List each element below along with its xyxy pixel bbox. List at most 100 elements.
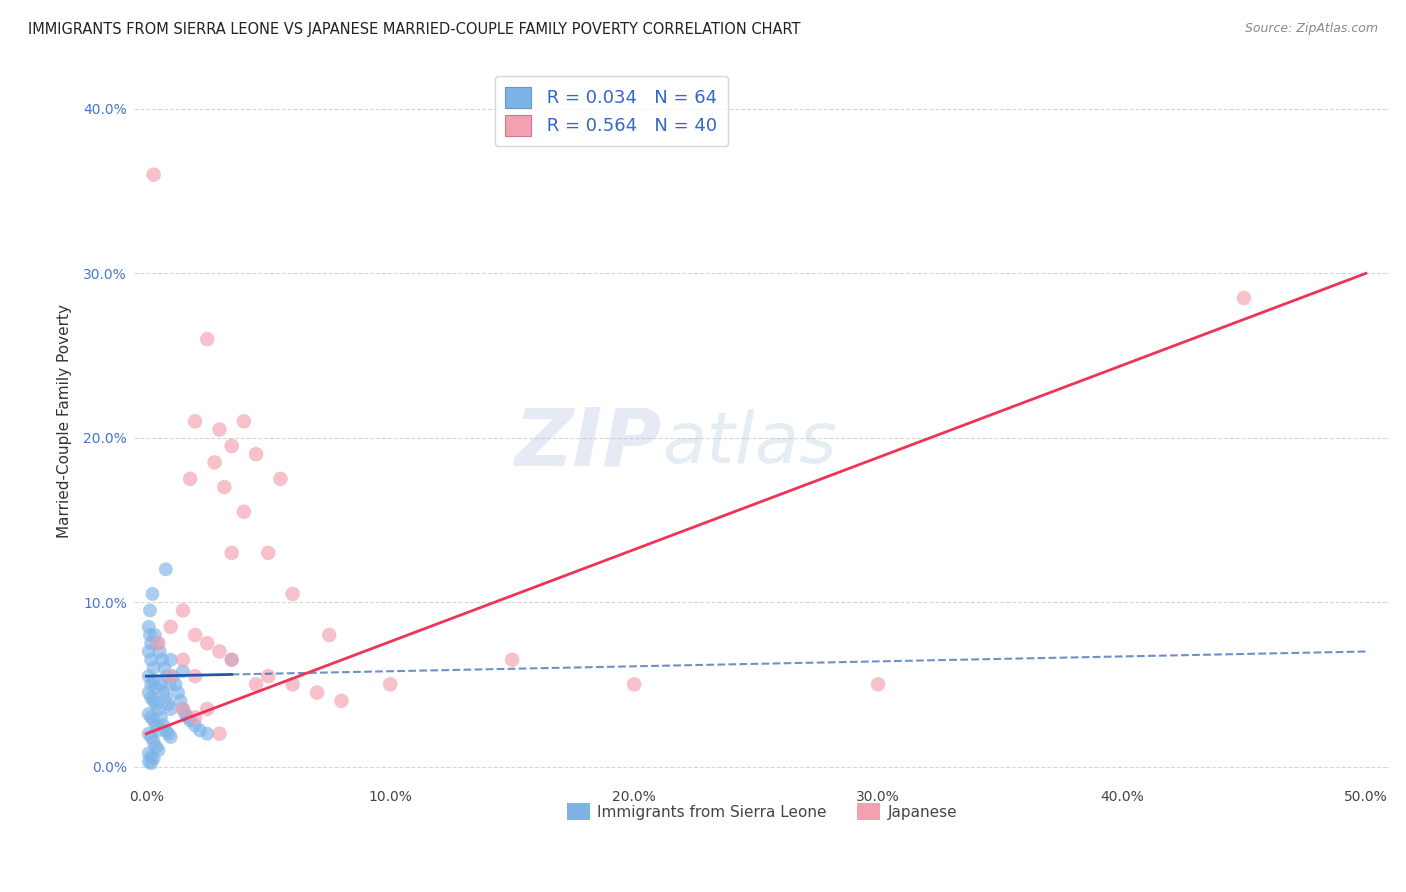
Point — [159, 702, 181, 716]
Point — [145, 739, 167, 754]
Point — [155, 562, 177, 576]
Point — [318, 628, 340, 642]
Point — [184, 718, 207, 732]
Point — [184, 414, 207, 428]
Point — [188, 723, 211, 738]
Point — [148, 723, 170, 738]
Point — [142, 714, 165, 728]
Point — [257, 669, 280, 683]
Point — [208, 727, 231, 741]
Point — [149, 644, 172, 658]
Point — [623, 677, 645, 691]
Point — [174, 706, 197, 721]
Point — [281, 587, 304, 601]
Point — [159, 730, 181, 744]
Point — [245, 677, 267, 691]
Point — [145, 681, 167, 695]
Point — [177, 710, 200, 724]
Point — [330, 694, 353, 708]
Point — [156, 669, 179, 683]
Point — [165, 677, 187, 691]
Point — [221, 653, 243, 667]
Point — [150, 653, 173, 667]
Point — [145, 718, 167, 732]
Point — [141, 587, 163, 601]
Point — [214, 480, 236, 494]
Point — [138, 747, 160, 761]
Point — [204, 455, 226, 469]
Point — [138, 727, 160, 741]
Text: atlas: atlas — [662, 409, 837, 477]
Point — [1233, 291, 1256, 305]
Point — [167, 685, 190, 699]
Point — [257, 546, 280, 560]
Legend: Immigrants from Sierra Leone, Japanese: Immigrants from Sierra Leone, Japanese — [561, 797, 963, 826]
Point — [184, 669, 207, 683]
Point — [162, 669, 184, 683]
Point — [153, 661, 176, 675]
Point — [179, 472, 201, 486]
Point — [184, 628, 207, 642]
Point — [155, 690, 177, 705]
Point — [172, 665, 194, 679]
Point — [142, 735, 165, 749]
Point — [159, 669, 181, 683]
Point — [157, 697, 180, 711]
Point — [138, 644, 160, 658]
Point — [142, 694, 165, 708]
Point — [157, 727, 180, 741]
Point — [138, 685, 160, 699]
Point — [152, 718, 174, 732]
Point — [195, 702, 218, 716]
Point — [208, 644, 231, 658]
Point — [195, 332, 218, 346]
Point — [159, 677, 181, 691]
Point — [269, 472, 291, 486]
Point — [208, 423, 231, 437]
Point — [232, 505, 254, 519]
Point — [148, 743, 170, 757]
Point — [143, 628, 166, 642]
Point — [149, 710, 172, 724]
Point — [148, 636, 170, 650]
Point — [142, 674, 165, 689]
Point — [141, 636, 163, 650]
Point — [139, 603, 162, 617]
Point — [149, 677, 172, 691]
Point — [868, 677, 890, 691]
Text: IMMIGRANTS FROM SIERRA LEONE VS JAPANESE MARRIED-COUPLE FAMILY POVERTY CORRELATI: IMMIGRANTS FROM SIERRA LEONE VS JAPANESE… — [28, 22, 800, 37]
Point — [141, 690, 163, 705]
Point — [195, 727, 218, 741]
Point — [155, 723, 177, 738]
Point — [138, 669, 160, 683]
Point — [172, 702, 194, 716]
Point — [232, 414, 254, 428]
Point — [159, 620, 181, 634]
Point — [169, 694, 191, 708]
Text: Source: ZipAtlas.com: Source: ZipAtlas.com — [1244, 22, 1378, 36]
Point — [172, 702, 194, 716]
Point — [141, 756, 163, 771]
Point — [141, 730, 163, 744]
Point — [141, 710, 163, 724]
Point — [142, 751, 165, 765]
Point — [245, 447, 267, 461]
Point — [142, 168, 165, 182]
Point — [142, 661, 165, 675]
Point — [179, 714, 201, 728]
Point — [159, 653, 181, 667]
Point — [281, 677, 304, 691]
Point — [501, 653, 523, 667]
Point — [172, 653, 194, 667]
Point — [145, 697, 167, 711]
Point — [141, 653, 163, 667]
Point — [138, 755, 160, 769]
Point — [141, 677, 163, 691]
Y-axis label: Married-Couple Family Poverty: Married-Couple Family Poverty — [58, 304, 72, 538]
Point — [172, 603, 194, 617]
Point — [138, 706, 160, 721]
Text: ZIP: ZIP — [515, 404, 662, 482]
Point — [221, 439, 243, 453]
Point — [195, 636, 218, 650]
Point — [139, 628, 162, 642]
